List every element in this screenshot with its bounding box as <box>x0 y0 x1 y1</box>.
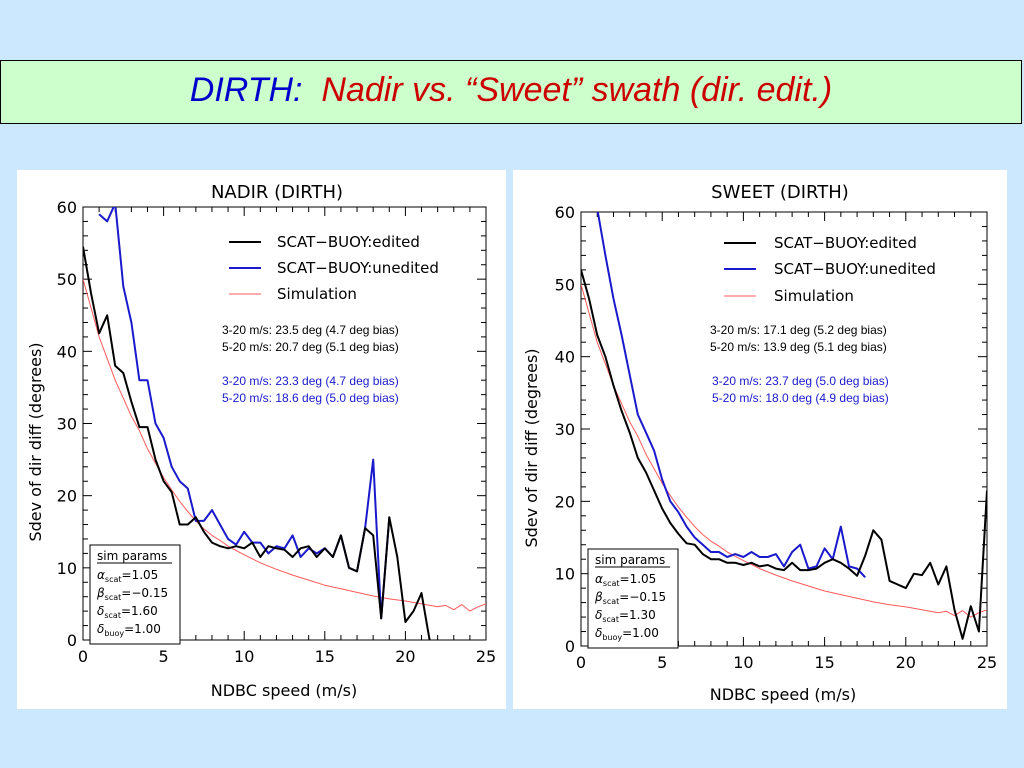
x-tick-label: 15 <box>315 647 335 666</box>
stats-unedited-line-2: 5-20 m/s: 18.6 deg (5.0 deg bias) <box>222 391 399 405</box>
x-tick-label: 20 <box>395 647 415 666</box>
sim-param-beta: βscat=−0.15 <box>96 586 168 602</box>
sim-param-delta-buoy: δbuoy=1.00 <box>595 626 659 642</box>
x-tick-label: 10 <box>733 653 753 672</box>
nadir-chart-panel: NADIR (DIRTH) 0 5 10 15 20 25 0 10 20 30 40 50 60 ND… <box>17 170 506 709</box>
x-axis-label: NDBC speed (m/s) <box>710 685 856 704</box>
sim-param-beta: βscat=−0.15 <box>594 590 666 606</box>
x-tick-label: 0 <box>576 653 586 672</box>
stats-annotation: 3-20 m/s: 17.1 deg (5.2 deg bias) 5-20 m… <box>710 323 889 405</box>
sim-param-delta-buoy: δbuoy=1.00 <box>97 622 161 638</box>
stats-annotation: 3-20 m/s: 23.5 deg (4.7 deg bias) 5-20 m… <box>222 323 399 405</box>
y-tick-label: 40 <box>57 342 77 361</box>
x-tick-label: 0 <box>78 647 88 666</box>
sim-params-box: sim params αscat=1.05 βscat=−0.15 δscat=… <box>89 544 181 645</box>
x-axis-label: NDBC speed (m/s) <box>211 681 357 700</box>
legend-label-unedited: SCAT−BUOY:unedited <box>774 260 936 278</box>
legend: SCAT−BUOY:edited SCAT−BUOY:unedited Simu… <box>724 234 936 305</box>
sim-param-delta-scat: δscat=1.30 <box>595 608 656 624</box>
series-line-edited <box>581 269 987 640</box>
y-tick-label: 30 <box>555 420 575 439</box>
sim-params-title: sim params <box>595 553 665 567</box>
stats-edited-line-2: 5-20 m/s: 13.9 deg (5.1 deg bias) <box>710 340 887 354</box>
sweet-chart: SWEET (DIRTH) 0 5 10 15 20 25 0 10 20 30 40 50 60 ND… <box>522 182 998 704</box>
y-tick-label: 10 <box>555 565 575 584</box>
stats-unedited-line-1: 3-20 m/s: 23.3 deg (4.7 deg bias) <box>222 374 399 388</box>
y-tick-label: 30 <box>57 415 77 434</box>
x-tick-label: 5 <box>159 647 169 666</box>
series-lines <box>83 207 486 640</box>
x-tick-label: 20 <box>896 653 916 672</box>
tick-labels: 0 5 10 15 20 25 0 10 20 30 40 50 60 <box>555 203 998 672</box>
x-tick-label: 15 <box>814 653 834 672</box>
legend-label-unedited: SCAT−BUOY:unedited <box>277 259 439 277</box>
series-line-simulation <box>581 284 987 618</box>
sweet-chart-panel: SWEET (DIRTH) 0 5 10 15 20 25 0 10 20 30 40 50 60 ND… <box>513 170 1007 709</box>
sim-params-frame <box>587 548 679 649</box>
stats-unedited-line-2: 5-20 m/s: 18.0 deg (4.9 deg bias) <box>712 391 889 405</box>
sim-param-alpha: αscat=1.05 <box>595 572 656 588</box>
legend-label-edited: SCAT−BUOY:edited <box>277 233 420 251</box>
y-axis-label: Sdev of dir diff (degrees) <box>26 342 45 541</box>
y-tick-label: 20 <box>555 492 575 511</box>
x-tick-label: 10 <box>234 647 254 666</box>
sim-params-box: sim params αscat=1.05 βscat=−0.15 δscat=… <box>587 548 679 649</box>
sim-param-alpha: αscat=1.05 <box>97 568 158 584</box>
slide-title-prefix: DIRTH: <box>189 71 303 109</box>
stats-unedited-line-1: 3-20 m/s: 23.7 deg (5.0 deg bias) <box>712 374 889 388</box>
series-lines <box>581 212 987 640</box>
y-tick-label: 60 <box>57 198 77 217</box>
series-line-simulation <box>83 279 486 612</box>
y-tick-label: 60 <box>555 203 575 222</box>
axes-frame <box>82 206 487 641</box>
slide-title: DIRTH: Nadir vs. “Sweet” swath (dir. edi… <box>1 71 1021 110</box>
stats-edited-line-1: 3-20 m/s: 23.5 deg (4.7 deg bias) <box>222 323 399 337</box>
stats-edited-line-2: 5-20 m/s: 20.7 deg (5.1 deg bias) <box>222 340 399 354</box>
x-tick-label: 25 <box>977 653 997 672</box>
sim-param-delta-scat: δscat=1.60 <box>97 604 158 620</box>
legend-label-simulation: Simulation <box>277 285 357 303</box>
slide-title-main: Nadir vs. “Sweet” swath (dir. edit.) <box>321 71 833 109</box>
series-line-unedited <box>596 212 866 578</box>
nadir-chart: NADIR (DIRTH) 0 5 10 15 20 25 0 10 20 30 40 50 60 ND… <box>26 182 497 700</box>
x-tick-label: 5 <box>657 653 667 672</box>
series-line-edited <box>83 246 431 640</box>
y-tick-label: 20 <box>57 487 77 506</box>
chart-title: NADIR (DIRTH) <box>211 182 343 203</box>
y-tick-label: 40 <box>555 348 575 367</box>
legend-label-simulation: Simulation <box>774 287 854 305</box>
y-tick-label: 0 <box>67 631 77 650</box>
slide-title-box: DIRTH: Nadir vs. “Sweet” swath (dir. edi… <box>0 60 1022 124</box>
y-tick-label: 50 <box>555 275 575 294</box>
y-tick-label: 0 <box>565 637 575 656</box>
legend: SCAT−BUOY:edited SCAT−BUOY:unedited Simu… <box>229 233 439 303</box>
y-axis-label: Sdev of dir diff (degrees) <box>522 348 541 547</box>
sim-params-title: sim params <box>97 549 167 563</box>
chart-title: SWEET (DIRTH) <box>711 182 849 203</box>
y-tick-label: 10 <box>57 559 77 578</box>
sim-params-frame <box>89 544 181 645</box>
stats-edited-line-1: 3-20 m/s: 17.1 deg (5.2 deg bias) <box>710 323 887 337</box>
tick-labels: 0 5 10 15 20 25 0 10 20 30 40 50 60 <box>57 198 497 666</box>
x-tick-label: 25 <box>476 647 496 666</box>
y-tick-label: 50 <box>57 270 77 289</box>
legend-label-edited: SCAT−BUOY:edited <box>774 234 917 252</box>
